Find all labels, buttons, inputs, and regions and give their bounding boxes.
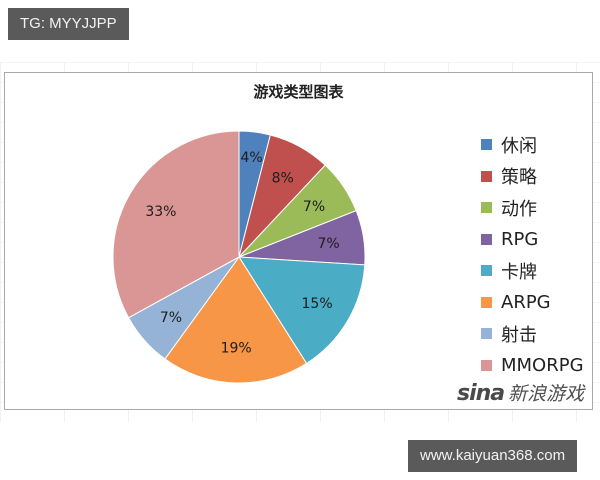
legend-item: RPG — [481, 224, 584, 256]
pie-data-label: 7% — [303, 199, 325, 215]
url-watermark-badge: www.kaiyuan368.com — [408, 440, 578, 472]
chart-title: 游戏类型图表 — [253, 83, 344, 101]
pie-data-label: 19% — [221, 341, 252, 357]
legend-swatch-icon — [481, 170, 492, 182]
legend-label: RPG — [501, 228, 539, 250]
legend-item: 射击 — [481, 318, 584, 350]
legend-swatch-icon — [481, 202, 492, 214]
legend-swatch-icon — [481, 139, 492, 151]
sina-logo-icon: sina — [457, 381, 505, 406]
legend-label: ARPG — [501, 291, 551, 313]
legend-label: 休闲 — [501, 135, 537, 157]
legend-swatch-icon — [481, 265, 492, 277]
legend-label: MMORPG — [501, 354, 584, 376]
pie-data-label: 33% — [145, 204, 176, 220]
sina-games-watermark: sina 新浪游戏 — [457, 379, 584, 406]
legend-swatch-icon — [481, 328, 492, 340]
pie-slice — [112, 130, 240, 319]
legend-label: 策略 — [501, 167, 537, 189]
legend-item: 卡牌 — [481, 255, 584, 287]
legend-label: 动作 — [501, 198, 537, 220]
legend-swatch-icon — [481, 233, 492, 245]
legend-item: 休闲 — [481, 129, 584, 161]
pie-data-label: 7% — [160, 310, 182, 326]
pie-chart: 4% 8% 7% 7% 15% 19% 7% 33% — [112, 130, 366, 384]
pie-slices — [112, 130, 366, 384]
watermark-text: 新浪游戏 — [508, 383, 585, 405]
pie-data-label: 4% — [241, 150, 263, 166]
pie-slice — [238, 256, 366, 365]
legend-swatch-icon — [481, 296, 492, 308]
legend-label: 射击 — [501, 324, 537, 346]
legend-item: MMORPG — [481, 350, 584, 382]
legend-swatch-icon — [481, 359, 492, 371]
legend-item: 策略 — [481, 161, 584, 193]
legend-label: 卡牌 — [501, 261, 537, 283]
pie-slice — [164, 256, 308, 384]
pie-data-label: 7% — [317, 236, 339, 252]
pie-data-label: 15% — [302, 296, 333, 312]
pie-data-labels: 4% 8% 7% 7% 15% 19% 7% 33% — [145, 150, 339, 357]
tg-watermark-badge: TG: MYYJJPP — [8, 8, 129, 40]
chart-legend: 休闲 策略 动作 RPG 卡牌 ARPG 射击 MMORPG — [481, 129, 584, 381]
legend-item: 动作 — [481, 192, 584, 224]
legend-item: ARPG — [481, 287, 584, 319]
chart-frame[interactable]: 游戏类型图表 4% 8% 7% 7% 15% 19% 7% 33% 休闲 策略 动作 RPG … — [4, 72, 593, 410]
pie-data-label: 8% — [272, 171, 294, 187]
